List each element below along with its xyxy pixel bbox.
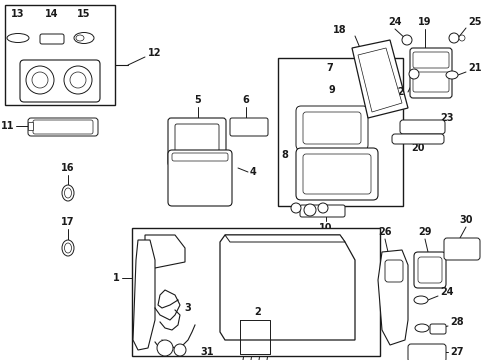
Text: 20: 20 <box>410 143 424 153</box>
FancyBboxPatch shape <box>417 257 441 283</box>
Text: 4: 4 <box>249 167 256 177</box>
FancyBboxPatch shape <box>409 48 451 98</box>
Text: 31: 31 <box>200 347 213 357</box>
FancyBboxPatch shape <box>40 34 64 44</box>
Text: 9: 9 <box>328 85 335 95</box>
Text: 2: 2 <box>254 307 261 317</box>
Text: 7: 7 <box>326 63 333 73</box>
FancyBboxPatch shape <box>407 344 445 360</box>
FancyBboxPatch shape <box>412 72 448 92</box>
FancyBboxPatch shape <box>295 148 377 200</box>
Text: 19: 19 <box>417 17 431 27</box>
FancyBboxPatch shape <box>175 124 219 160</box>
Text: 22: 22 <box>390 87 404 97</box>
Text: 23: 23 <box>439 113 452 123</box>
Text: 26: 26 <box>378 227 391 237</box>
Ellipse shape <box>64 188 71 198</box>
FancyBboxPatch shape <box>303 154 370 194</box>
Text: 5: 5 <box>194 95 201 105</box>
Text: 28: 28 <box>449 317 463 327</box>
Ellipse shape <box>62 240 74 256</box>
Text: 24: 24 <box>387 17 401 27</box>
Ellipse shape <box>445 71 457 79</box>
Text: 15: 15 <box>77 9 91 19</box>
FancyBboxPatch shape <box>168 150 231 206</box>
FancyBboxPatch shape <box>303 112 360 144</box>
FancyBboxPatch shape <box>429 324 445 334</box>
Text: 6: 6 <box>242 95 249 105</box>
Text: 14: 14 <box>45 9 59 19</box>
Text: 27: 27 <box>449 347 463 357</box>
Circle shape <box>304 204 315 216</box>
FancyBboxPatch shape <box>413 252 445 288</box>
Bar <box>5 5 115 105</box>
Ellipse shape <box>7 33 29 42</box>
Text: 1: 1 <box>113 273 120 283</box>
Polygon shape <box>133 240 155 350</box>
Bar <box>28 122 33 130</box>
Polygon shape <box>145 235 184 268</box>
FancyBboxPatch shape <box>295 106 367 150</box>
FancyBboxPatch shape <box>168 118 225 166</box>
FancyBboxPatch shape <box>391 134 443 144</box>
Text: 3: 3 <box>184 303 191 313</box>
FancyBboxPatch shape <box>28 118 98 136</box>
FancyBboxPatch shape <box>299 205 345 217</box>
Ellipse shape <box>414 324 428 332</box>
Text: 24: 24 <box>439 287 452 297</box>
Circle shape <box>448 33 458 43</box>
FancyBboxPatch shape <box>412 52 448 68</box>
Ellipse shape <box>62 185 74 201</box>
FancyBboxPatch shape <box>229 118 267 136</box>
Text: 11: 11 <box>0 121 14 131</box>
Circle shape <box>401 35 411 45</box>
FancyBboxPatch shape <box>33 120 93 134</box>
Bar <box>278 58 402 206</box>
Ellipse shape <box>74 32 94 44</box>
Text: 25: 25 <box>467 17 481 27</box>
Text: 12: 12 <box>148 48 161 58</box>
Polygon shape <box>220 235 354 340</box>
Text: 10: 10 <box>319 223 332 233</box>
FancyBboxPatch shape <box>443 238 479 260</box>
Text: 13: 13 <box>11 9 25 19</box>
Circle shape <box>317 203 327 213</box>
FancyBboxPatch shape <box>20 60 100 102</box>
Ellipse shape <box>76 35 84 41</box>
Polygon shape <box>357 48 401 112</box>
FancyBboxPatch shape <box>172 153 227 161</box>
Text: 16: 16 <box>61 163 75 173</box>
Text: 21: 21 <box>467 63 481 73</box>
Text: 29: 29 <box>417 227 431 237</box>
Circle shape <box>26 66 54 94</box>
Ellipse shape <box>413 296 427 304</box>
Circle shape <box>70 72 86 88</box>
Text: 18: 18 <box>332 25 346 35</box>
Polygon shape <box>351 40 407 118</box>
Circle shape <box>32 72 48 88</box>
Text: 8: 8 <box>281 150 287 160</box>
Text: 30: 30 <box>458 215 472 225</box>
Polygon shape <box>377 250 407 345</box>
Circle shape <box>408 69 418 79</box>
Circle shape <box>458 35 464 41</box>
Circle shape <box>64 66 92 94</box>
Ellipse shape <box>64 243 71 253</box>
FancyBboxPatch shape <box>384 260 402 282</box>
Circle shape <box>157 340 173 356</box>
Bar <box>132 228 379 356</box>
Text: 17: 17 <box>61 217 75 227</box>
FancyBboxPatch shape <box>399 120 444 134</box>
Polygon shape <box>224 235 345 242</box>
Circle shape <box>174 344 185 356</box>
Circle shape <box>290 203 301 213</box>
